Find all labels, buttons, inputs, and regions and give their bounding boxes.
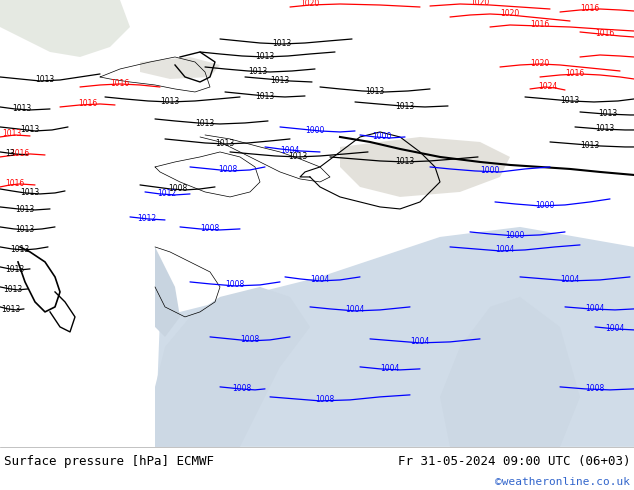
- Text: 1013: 1013: [216, 140, 235, 148]
- Text: 1013: 1013: [270, 76, 290, 85]
- Text: 1013: 1013: [20, 189, 39, 197]
- Text: 1013: 1013: [273, 40, 292, 49]
- Text: 13: 13: [5, 149, 15, 158]
- Text: 1013: 1013: [288, 152, 307, 162]
- Text: 1013: 1013: [3, 285, 23, 294]
- Text: 1013: 1013: [15, 225, 35, 234]
- Polygon shape: [340, 137, 510, 197]
- Text: 1000: 1000: [306, 126, 325, 135]
- Text: 1004: 1004: [346, 305, 365, 315]
- Text: Surface pressure [hPa] ECMWF: Surface pressure [hPa] ECMWF: [4, 455, 214, 468]
- Text: 1004: 1004: [585, 304, 605, 314]
- Text: 1016: 1016: [10, 149, 30, 158]
- Text: ©weatheronline.co.uk: ©weatheronline.co.uk: [495, 477, 630, 487]
- Text: 1024: 1024: [538, 82, 558, 92]
- Text: 1013: 1013: [580, 142, 600, 150]
- Text: 1016: 1016: [580, 4, 600, 14]
- Text: 1004: 1004: [605, 324, 624, 333]
- Text: 1004: 1004: [380, 365, 399, 373]
- Text: 1008: 1008: [585, 384, 605, 393]
- Text: 1013: 1013: [256, 52, 275, 61]
- Text: 1016: 1016: [110, 79, 129, 89]
- Text: 1008: 1008: [315, 395, 335, 404]
- Text: 1000: 1000: [372, 132, 392, 142]
- Text: 1013: 1013: [10, 245, 30, 254]
- Text: 1016: 1016: [5, 179, 25, 189]
- Text: 1008: 1008: [218, 166, 238, 174]
- Polygon shape: [140, 57, 220, 79]
- Text: 1008: 1008: [169, 184, 188, 194]
- Text: 1016: 1016: [566, 70, 585, 78]
- Polygon shape: [0, 0, 130, 57]
- Text: 1012: 1012: [138, 215, 157, 223]
- Text: 1016: 1016: [79, 99, 98, 108]
- Text: 1000: 1000: [505, 231, 525, 241]
- Text: 1016: 1016: [531, 21, 550, 29]
- Text: 1013: 1013: [13, 104, 32, 114]
- Text: 1013: 1013: [15, 205, 35, 215]
- Text: 1012: 1012: [157, 190, 176, 198]
- Text: 1004: 1004: [560, 275, 579, 284]
- Text: 1004: 1004: [310, 275, 330, 284]
- Text: 1013: 1013: [36, 75, 55, 84]
- Text: 1004: 1004: [410, 338, 430, 346]
- Text: 1008: 1008: [200, 224, 219, 233]
- Text: 1008: 1008: [233, 384, 252, 393]
- Text: 1013: 1013: [595, 124, 614, 133]
- Polygon shape: [155, 247, 180, 337]
- Text: 1000: 1000: [535, 201, 555, 210]
- Text: 1008: 1008: [225, 280, 245, 290]
- Text: 1013: 1013: [249, 68, 268, 76]
- Text: 1013: 1013: [396, 157, 415, 167]
- Text: 1013: 1013: [396, 102, 415, 111]
- Text: 1016: 1016: [595, 29, 614, 39]
- Text: 1013: 1013: [160, 98, 179, 106]
- Text: 1013: 1013: [598, 109, 618, 119]
- Polygon shape: [155, 227, 634, 447]
- Text: 1013: 1013: [3, 129, 22, 139]
- Text: 1013: 1013: [256, 93, 275, 101]
- Text: 1013: 1013: [20, 125, 39, 134]
- Text: 1013: 1013: [195, 120, 215, 128]
- Text: Fr 31-05-2024 09:00 UTC (06+03): Fr 31-05-2024 09:00 UTC (06+03): [398, 455, 630, 468]
- Text: 1020: 1020: [470, 0, 489, 7]
- Text: 1020: 1020: [500, 9, 520, 19]
- Text: 1004: 1004: [280, 147, 300, 155]
- Text: 1004: 1004: [495, 245, 515, 254]
- Polygon shape: [440, 297, 580, 447]
- Text: 1020: 1020: [301, 0, 320, 8]
- Text: 1008: 1008: [240, 336, 260, 344]
- Text: 1013: 1013: [1, 305, 21, 315]
- Text: 1013: 1013: [560, 97, 579, 105]
- Text: 1020: 1020: [531, 59, 550, 69]
- Text: 1013: 1013: [5, 266, 25, 274]
- Polygon shape: [155, 287, 310, 447]
- Text: 1000: 1000: [481, 167, 500, 175]
- Text: 1013: 1013: [365, 88, 385, 97]
